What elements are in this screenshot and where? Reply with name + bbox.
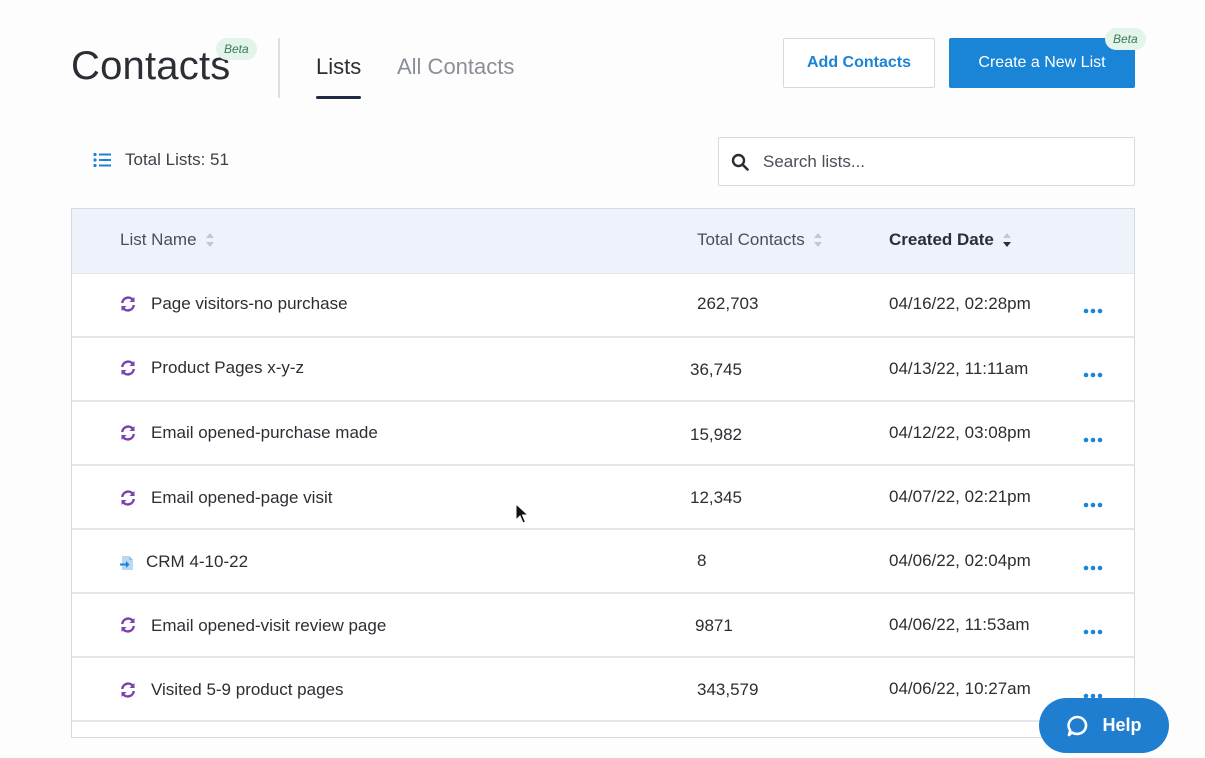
column-label: List Name	[120, 230, 197, 249]
sync-icon	[121, 360, 135, 376]
total-contacts-value: 262,703	[697, 294, 759, 313]
more-options-icon[interactable]	[1083, 628, 1103, 636]
tab-all-contacts[interactable]: All Contacts	[397, 54, 515, 79]
active-tab-indicator	[316, 96, 361, 99]
more-options-icon[interactable]	[1083, 436, 1103, 444]
total-lists-summary: Total Lists: 51	[93, 150, 229, 170]
total-lists-count: Total Lists: 51	[125, 150, 229, 169]
table-row[interactable]: Visited 5-9 product pages 343,579 04/06/…	[72, 658, 1134, 722]
total-contacts-value: 15,982	[690, 425, 742, 444]
total-contacts-value: 343,579	[697, 680, 759, 699]
created-date-value: 04/06/22, 02:04pm	[889, 551, 1031, 570]
total-contacts-value: 12,345	[690, 488, 742, 507]
list-name-link[interactable]: Email opened-purchase made	[151, 423, 378, 442]
table-header: List Name Total Contacts Created Date	[72, 209, 1134, 274]
table-row[interactable]: Email opened-page visit 12,345 04/07/22,…	[72, 466, 1134, 530]
total-contacts-value: 36,745	[690, 360, 742, 379]
more-options-icon[interactable]	[1083, 307, 1103, 315]
sort-icon	[205, 233, 214, 247]
sort-icon	[813, 233, 822, 247]
created-date-value: 04/16/22, 02:28pm	[889, 294, 1031, 313]
search-box	[718, 137, 1135, 186]
list-name-link[interactable]: Page visitors-no purchase	[151, 294, 348, 313]
page-header: Contacts Beta	[71, 38, 257, 92]
sync-icon	[121, 296, 135, 312]
tab-lists[interactable]: Lists	[316, 54, 362, 79]
more-options-icon[interactable]	[1083, 501, 1103, 509]
table-row[interactable]: Page visitors-no purchase 262,703 04/16/…	[72, 274, 1134, 338]
sync-icon	[121, 617, 135, 633]
mouse-cursor-icon	[515, 503, 529, 524]
search-icon	[731, 153, 749, 171]
total-contacts-value: 8	[697, 551, 707, 570]
column-label: Total Contacts	[697, 230, 805, 249]
table-row[interactable]: Product Pages x-y-z 36,745 04/13/22, 11:…	[72, 338, 1134, 402]
list-name-link[interactable]: Product Pages x-y-z	[151, 358, 305, 377]
list-name-link[interactable]: CRM 4-10-22	[146, 552, 249, 571]
lists-table: List Name Total Contacts Created Date	[71, 208, 1135, 738]
table-row[interactable]: Email opened-purchase made 15,982 04/12/…	[72, 402, 1134, 466]
more-options-icon[interactable]	[1083, 371, 1103, 379]
import-file-icon	[120, 556, 133, 570]
search-input[interactable]	[763, 151, 1103, 172]
column-header-created-date[interactable]: Created Date	[889, 230, 1012, 250]
beta-badge: Beta	[216, 38, 257, 60]
table-row[interactable]: CRM 4-10-22 8 04/06/22, 02:04pm	[72, 530, 1134, 594]
table-row[interactable]: Email opened-visit review page 9871 04/0…	[72, 594, 1134, 658]
create-new-list-button[interactable]: Create a New List	[949, 38, 1135, 88]
list-name-link[interactable]: Email opened-visit review page	[151, 616, 387, 635]
created-date-value: 04/06/22, 11:53am	[889, 615, 1030, 634]
column-header-list-name[interactable]: List Name	[120, 230, 215, 250]
list-icon	[93, 152, 111, 168]
create-list-beta-badge: Beta	[1105, 28, 1146, 50]
page-title: Contacts	[71, 44, 231, 88]
help-button[interactable]: Help	[1039, 698, 1169, 753]
created-date-value: 04/07/22, 02:21pm	[889, 487, 1031, 506]
header-divider	[278, 38, 280, 98]
created-date-value: 04/06/22, 10:27am	[889, 679, 1031, 698]
created-date-value: 04/12/22, 03:08pm	[889, 423, 1031, 442]
chat-bubble-icon	[1067, 715, 1088, 736]
sync-icon	[121, 490, 135, 506]
column-label: Created Date	[889, 230, 994, 249]
list-name-link[interactable]: Visited 5-9 product pages	[151, 680, 344, 699]
created-date-value: 04/13/22, 11:11am	[889, 359, 1029, 378]
add-contacts-button[interactable]: Add Contacts	[783, 38, 935, 88]
list-name-link[interactable]: Email opened-page visit	[151, 488, 333, 507]
sync-icon	[121, 425, 135, 441]
sync-icon	[121, 682, 135, 698]
column-header-total-contacts[interactable]: Total Contacts	[697, 230, 823, 250]
total-contacts-value: 9871	[695, 616, 733, 635]
more-options-icon[interactable]	[1083, 692, 1103, 700]
help-label: Help	[1102, 715, 1142, 735]
sort-desc-icon	[1002, 233, 1011, 247]
more-options-icon[interactable]	[1083, 564, 1103, 572]
